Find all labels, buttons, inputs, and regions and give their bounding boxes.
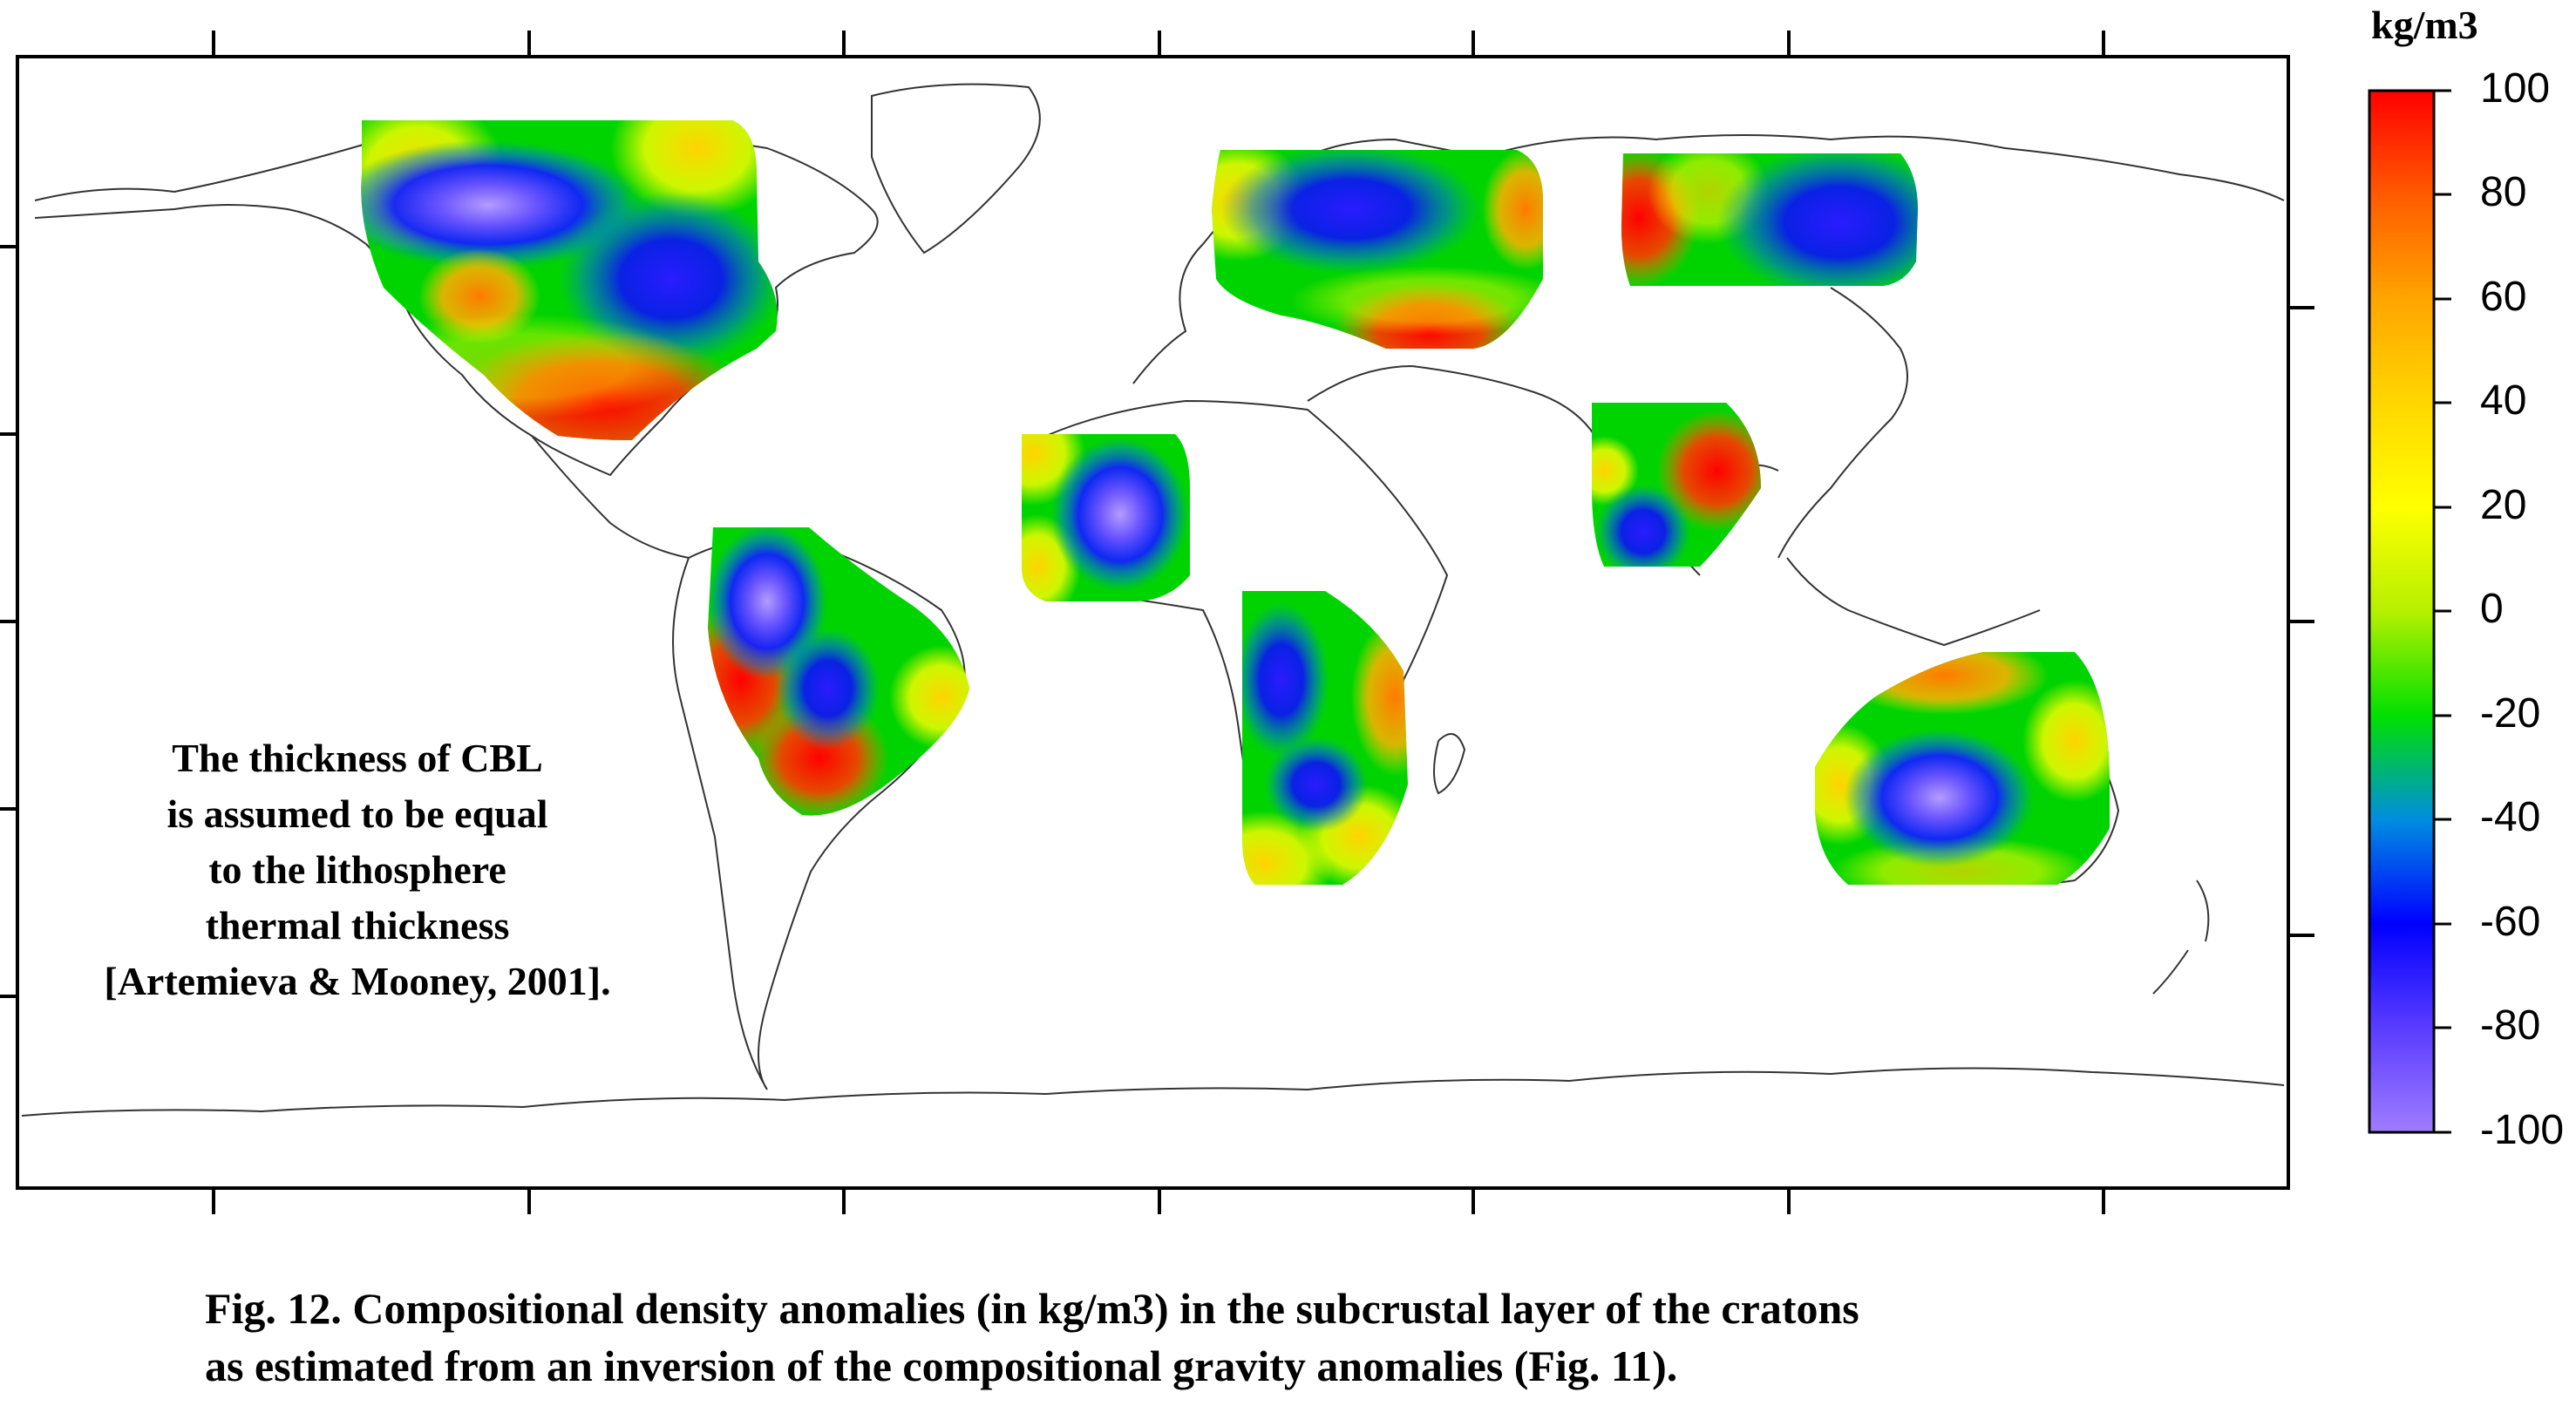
- colorbar-tick-label: -80: [2480, 1002, 2541, 1049]
- colorbar-tick-label: 60: [2480, 274, 2527, 320]
- colorbar-tick-label: -20: [2480, 690, 2541, 737]
- anomaly-south-africa: [1242, 591, 1408, 885]
- colorbar-gradient: [2368, 89, 2436, 1134]
- coast-southeast-asia: [1786, 557, 2041, 647]
- note-line: [Artemieva & Mooney, 2001].: [104, 959, 611, 1003]
- colorbar-tick-label: 100: [2480, 65, 2551, 112]
- colorbar-tick-label: 80: [2480, 169, 2527, 215]
- anomaly-australia: [1815, 652, 2110, 885]
- note-line: is assumed to be equal: [167, 791, 548, 836]
- coast-madagascar: [1433, 733, 1466, 795]
- coast-greenland: [871, 83, 1041, 255]
- colorbar-tick-label: -60: [2480, 899, 2541, 945]
- coast-asia: [1307, 134, 2285, 576]
- note-line: to the lithosphere: [208, 847, 506, 892]
- coast-antarctica: [21, 1067, 2285, 1117]
- anomaly-siberia: [1621, 153, 1918, 286]
- coast-central-america: [531, 435, 690, 559]
- coast-new-zealand: [2152, 880, 2210, 995]
- caption-line-2: as estimated from an inversion of the co…: [205, 1341, 1678, 1390]
- caption-line-1: Fig. 12. Compositional density anomalies…: [205, 1284, 1859, 1333]
- map-ticks: [0, 31, 2314, 1214]
- note-line: The thickness of CBL: [172, 736, 543, 780]
- colorbar-ticks: [2434, 89, 2451, 1134]
- anomaly-west-africa: [1022, 434, 1190, 601]
- colorbar-tick-label: 20: [2480, 482, 2527, 528]
- coast-south-america: [672, 537, 966, 1090]
- colorbar-tick-label: 40: [2480, 377, 2527, 424]
- colorbar-tick-label: 0: [2480, 586, 2504, 632]
- anomaly-east-europe: [1212, 150, 1543, 349]
- colorbar-unit-label: kg/m3: [2371, 3, 2478, 47]
- map-frame: [16, 55, 2290, 1190]
- cbl-thickness-note: The thickness of CBL is assumed to be eq…: [17, 730, 697, 1009]
- figure-caption: Fig. 12. Compositional density anomalies…: [205, 1280, 2471, 1395]
- colorbar-tick-label: -40: [2480, 794, 2541, 840]
- note-line: thermal thickness: [205, 903, 510, 948]
- colorbar-tick-label: -100: [2480, 1107, 2565, 1153]
